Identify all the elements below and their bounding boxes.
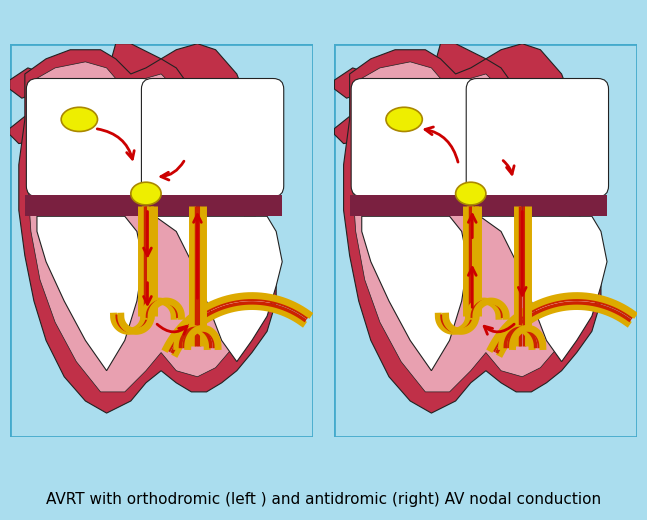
Text: AVRT with orthodromic (left ) and antidromic (right) AV nodal conduction: AVRT with orthodromic (left ) and antidr… xyxy=(46,492,601,506)
Polygon shape xyxy=(334,68,371,98)
Ellipse shape xyxy=(61,107,98,132)
Polygon shape xyxy=(353,62,583,392)
FancyBboxPatch shape xyxy=(142,79,284,197)
Ellipse shape xyxy=(455,182,486,205)
FancyBboxPatch shape xyxy=(351,79,478,197)
Polygon shape xyxy=(471,216,607,361)
Polygon shape xyxy=(334,116,365,144)
Polygon shape xyxy=(146,216,282,361)
Polygon shape xyxy=(37,216,143,371)
Polygon shape xyxy=(344,50,601,413)
Polygon shape xyxy=(10,68,46,98)
Polygon shape xyxy=(19,50,276,413)
Polygon shape xyxy=(10,44,313,437)
Polygon shape xyxy=(362,216,468,371)
Polygon shape xyxy=(10,116,40,144)
Ellipse shape xyxy=(386,107,422,132)
Polygon shape xyxy=(349,195,607,216)
Polygon shape xyxy=(425,44,571,128)
FancyBboxPatch shape xyxy=(466,79,609,197)
Polygon shape xyxy=(100,44,246,128)
Ellipse shape xyxy=(131,182,161,205)
Polygon shape xyxy=(334,44,637,437)
FancyBboxPatch shape xyxy=(27,79,153,197)
Polygon shape xyxy=(25,195,282,216)
Polygon shape xyxy=(28,62,258,392)
